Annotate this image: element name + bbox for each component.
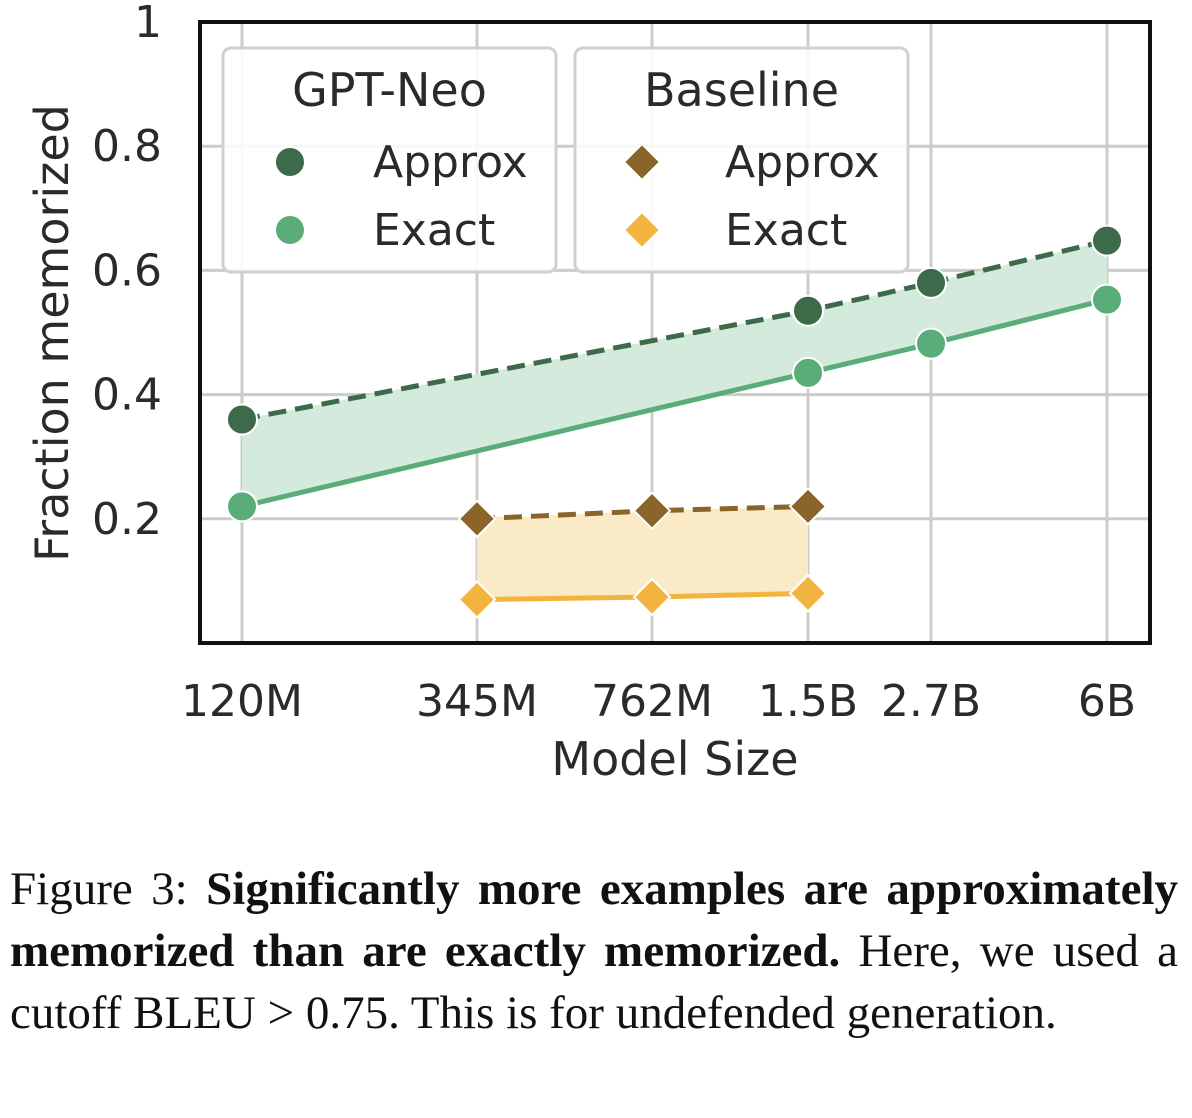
caption-bold: Significantly more examples are approxim… [10,863,1178,977]
gpt-neo-legend-box [221,46,558,274]
gpt-neo-exact-line [241,297,1108,509]
gpt-neo-exact-legend-marker [274,214,306,246]
gpt-neo-approx-point [915,266,947,299]
gpt-neo-approx-legend-label: Approx [373,137,528,188]
gpt-neo-approx-point [226,403,258,436]
x-tick-label: 2.7B [881,676,981,727]
band-fills [242,240,1107,600]
baseline-exact-legend-label: Exact [725,205,847,256]
x-tick-label: 762M [591,676,713,727]
baseline-approx-legend-label: Approx [725,137,880,188]
baseline-exact-point [457,580,497,619]
y-tick-label: 0.8 [92,121,162,172]
x-tick-labels: 120M 345M 762M 1.5B 2.7B 6B [181,676,1136,727]
y-tick-label: 0.2 [92,494,162,545]
x-tick-label: 1.5B [758,676,858,727]
gpt-neo-exact-legend-label: Exact [373,205,495,256]
gpt-neo-approx-legend-marker [274,146,306,178]
baseline-approx-point [788,486,828,526]
y-tick-label: 0.6 [92,245,162,296]
caption-prefix: Figure 3: [10,863,207,915]
baseline-legend-title: Baseline [644,63,839,117]
gpt-neo-exact-point [792,356,824,389]
gpt-neo-exact-point [1091,283,1123,316]
baseline-exact-point [632,577,672,617]
y-tick-label: 1 [134,0,162,48]
y-tick-labels: 0.2 0.4 0.6 0.8 1 [92,0,162,545]
figure-caption: Figure 3: Significantly more examples ar… [10,858,1178,1044]
series-markers [226,224,1123,619]
baseline-legend-box [573,46,910,274]
x-tick-label: 6B [1078,676,1136,727]
baseline-exact-point [788,573,828,613]
gpt-neo-approx-point [1091,224,1123,257]
y-tick-label: 0.4 [92,370,162,421]
plot-frame [198,20,1152,645]
gpt-neo-exact-point [226,490,258,523]
chart: 120M 345M 762M 1.5B 2.7B 6B 0.2 0.4 0.6 0.8 1 Mod… [25,0,1152,786]
x-tick-label: 120M [181,676,303,727]
gpt-neo-band [242,240,1107,507]
legend: GPT-Neo Approx Exact Baseline Approx Exact [221,46,910,274]
x-axis-title: Model Size [551,732,798,786]
baseline-exact-legend-marker [622,210,662,250]
baseline-band [477,506,808,600]
gpt-neo-approx-point [792,294,824,327]
y-axis-title: Fraction memorized [25,104,79,562]
baseline-approx-point [457,499,497,539]
gpt-neo-legend-title: GPT-Neo [292,63,487,117]
gpt-neo-approx-line [241,238,1108,422]
gpt-neo-exact-point [915,327,947,360]
baseline-approx-point [632,491,672,531]
baseline-approx-legend-marker [622,142,662,182]
x-tick-label: 345M [416,676,538,727]
caption-rest: Here, we used a cutoff BLEU > 0.75. This… [10,925,1178,1039]
